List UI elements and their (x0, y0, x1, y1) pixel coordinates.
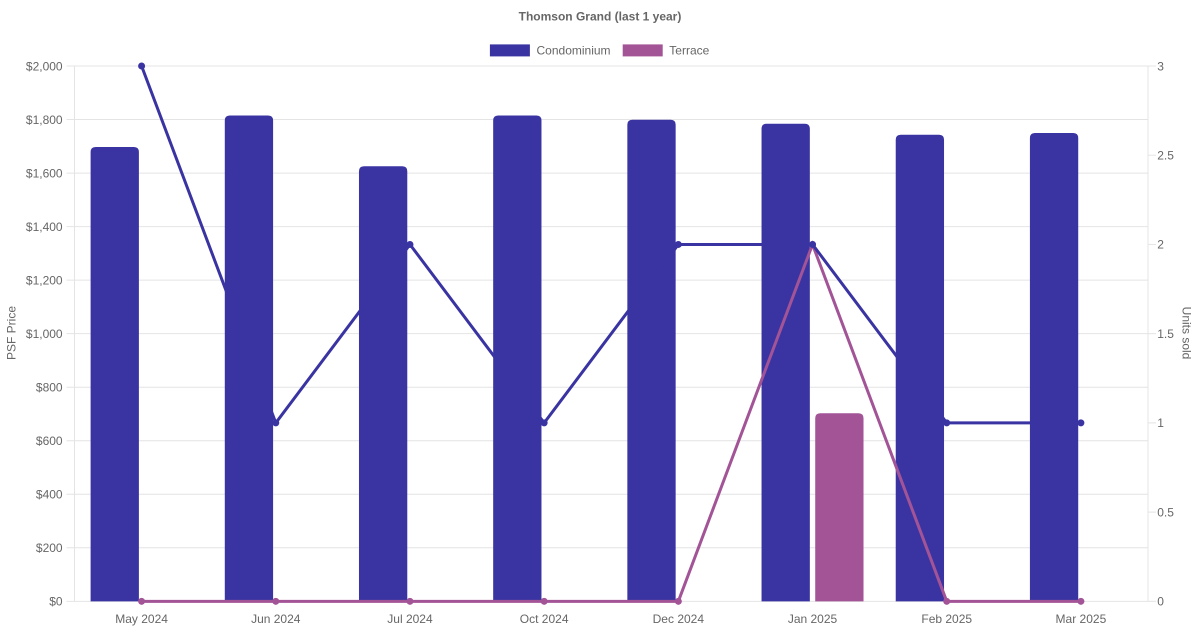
svg-text:0: 0 (1157, 595, 1164, 609)
svg-text:$1,600: $1,600 (26, 166, 63, 180)
svg-text:Jun 2024: Jun 2024 (251, 612, 301, 626)
svg-text:Units sold: Units sold (1180, 307, 1194, 360)
svg-text:1.5: 1.5 (1157, 327, 1174, 341)
svg-text:Thomson Grand (last 1 year): Thomson Grand (last 1 year) (519, 10, 682, 24)
svg-text:Jan 2025: Jan 2025 (788, 612, 838, 626)
svg-text:$1,000: $1,000 (26, 327, 63, 341)
svg-text:Terrace: Terrace (669, 44, 709, 58)
svg-text:$600: $600 (36, 434, 63, 448)
svg-text:$200: $200 (36, 541, 63, 555)
svg-text:Jul 2024: Jul 2024 (387, 612, 433, 626)
svg-text:PSF Price: PSF Price (5, 306, 19, 360)
svg-text:2.5: 2.5 (1157, 149, 1174, 163)
svg-text:1: 1 (1157, 416, 1164, 430)
svg-text:$400: $400 (36, 488, 63, 502)
svg-text:$1,200: $1,200 (26, 273, 63, 287)
svg-text:2: 2 (1157, 238, 1164, 252)
svg-text:Oct 2024: Oct 2024 (520, 612, 569, 626)
svg-text:3: 3 (1157, 59, 1164, 73)
svg-text:$1,400: $1,400 (26, 220, 63, 234)
svg-text:Condominium: Condominium (537, 44, 611, 58)
svg-text:Feb 2025: Feb 2025 (921, 612, 972, 626)
svg-text:$1,800: $1,800 (26, 113, 63, 127)
svg-text:Mar 2025: Mar 2025 (1056, 612, 1107, 626)
svg-text:May 2024: May 2024 (115, 612, 168, 626)
svg-text:$0: $0 (49, 595, 63, 609)
svg-text:$800: $800 (36, 381, 63, 395)
svg-text:Dec 2024: Dec 2024 (653, 612, 705, 626)
svg-text:0.5: 0.5 (1157, 505, 1174, 519)
svg-text:$2,000: $2,000 (26, 59, 63, 73)
